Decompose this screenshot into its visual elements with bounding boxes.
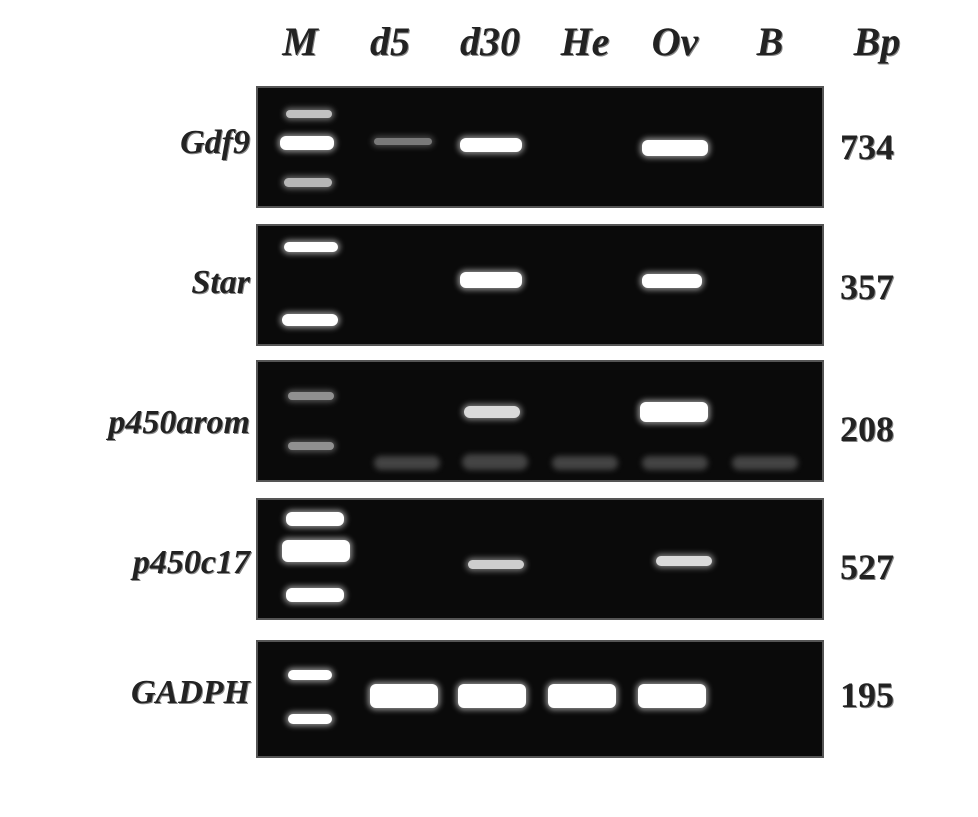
sample-band-d5 bbox=[374, 138, 432, 145]
lane-header-ov: Ov bbox=[651, 19, 699, 64]
sample-band-d30 bbox=[460, 272, 522, 288]
marker-band bbox=[286, 110, 332, 118]
gene-label-p450c17: p450c17 bbox=[132, 544, 250, 581]
marker-band bbox=[288, 670, 332, 680]
sample-band-ov bbox=[638, 684, 706, 708]
marker-band bbox=[286, 588, 344, 602]
lane-header-d30: d30 bbox=[460, 19, 520, 64]
sample-band-d5 bbox=[370, 684, 438, 708]
gel-panel-gdf9 bbox=[256, 86, 824, 208]
sample-band-d30 bbox=[464, 406, 520, 418]
lane-header-b: B bbox=[756, 19, 784, 64]
primer-dimer-smear bbox=[732, 456, 798, 470]
primer-dimer-smear bbox=[374, 456, 440, 470]
marker-band bbox=[280, 136, 334, 150]
sample-band-d30 bbox=[460, 138, 522, 152]
bp-label-gdf9: 734 bbox=[840, 127, 894, 167]
gel-panel-p450c17 bbox=[256, 498, 824, 620]
sample-band-he bbox=[548, 684, 616, 708]
marker-band bbox=[282, 540, 350, 562]
lane-header-he: He bbox=[560, 19, 610, 64]
marker-band bbox=[286, 512, 344, 526]
gene-label-gdf9: Gdf9 bbox=[180, 124, 250, 161]
bp-label-p450arom: 208 bbox=[840, 409, 894, 449]
sample-band-ov bbox=[640, 402, 708, 422]
primer-dimer-smear bbox=[642, 456, 708, 470]
sample-band-ov bbox=[642, 274, 702, 288]
marker-band bbox=[284, 242, 338, 252]
gel-panel-gadph bbox=[256, 640, 824, 758]
gene-label-p450arom: p450arom bbox=[108, 404, 250, 441]
lane-header-bp: Bp bbox=[853, 19, 901, 64]
primer-dimer-smear bbox=[462, 454, 528, 470]
gene-label-gadph: GADPH bbox=[131, 674, 250, 711]
marker-band bbox=[288, 442, 334, 450]
primer-dimer-smear bbox=[552, 456, 618, 470]
lane-header-m: M bbox=[282, 19, 318, 64]
bp-label-gadph: 195 bbox=[840, 675, 894, 715]
gel-panel-p450arom bbox=[256, 360, 824, 482]
marker-band bbox=[288, 392, 334, 400]
bp-label-star: 357 bbox=[840, 267, 894, 307]
gene-label-star: Star bbox=[191, 264, 250, 301]
sample-band-ov bbox=[642, 140, 708, 156]
marker-band bbox=[288, 714, 332, 724]
sample-band-d30 bbox=[468, 560, 524, 569]
sample-band-d30 bbox=[458, 684, 526, 708]
marker-band bbox=[284, 178, 332, 187]
sample-band-ov bbox=[656, 556, 712, 566]
lane-header-d5: d5 bbox=[370, 19, 410, 64]
gel-panel-star bbox=[256, 224, 824, 346]
bp-label-p450c17: 527 bbox=[840, 547, 894, 587]
marker-band bbox=[282, 314, 338, 326]
